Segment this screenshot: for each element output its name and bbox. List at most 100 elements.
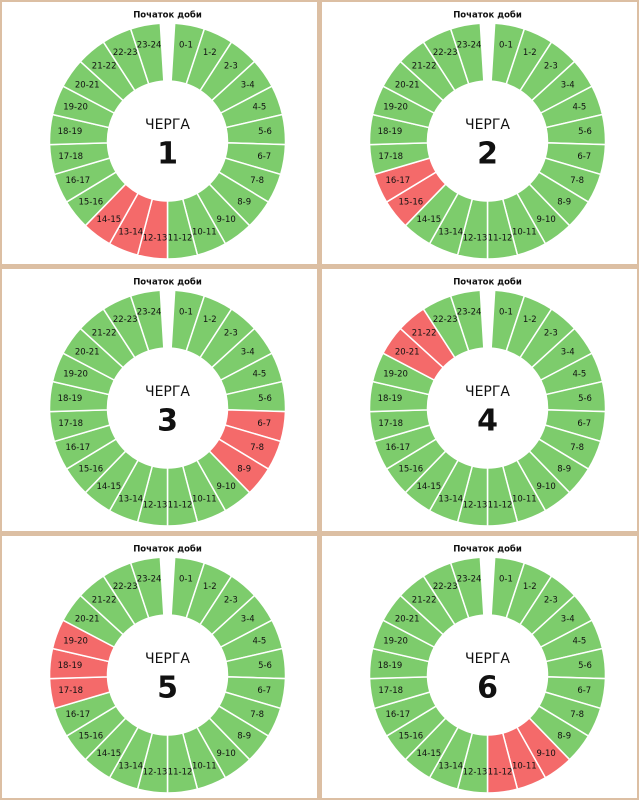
segment-label: 20-21: [395, 80, 420, 90]
segment-label: 10-11: [192, 761, 217, 771]
segment-label: 9-10: [217, 215, 236, 225]
segment-label: 12-13: [143, 768, 168, 778]
segment-label: 9-10: [537, 482, 556, 492]
segment: [129, 289, 165, 352]
segment-label: 7-8: [250, 176, 264, 186]
segment-label: 18-19: [58, 127, 83, 137]
segment-label: 1-2: [523, 582, 537, 592]
segment-label: 17-18: [58, 419, 83, 429]
segment-label: 23-24: [457, 40, 482, 50]
segment-label: 6-7: [577, 686, 591, 696]
segment-label: 20-21: [75, 614, 100, 624]
panel: Початок доби 0-1 1-2 2-33-4 4-5 5-6 6-7 7-8 8-99…: [322, 536, 637, 798]
segment-label: 12-13: [463, 768, 488, 778]
segment-label: 17-18: [58, 152, 83, 162]
segment-label: 15-16: [78, 732, 103, 742]
segment-label: 13-14: [118, 227, 143, 237]
segment-label: 2-3: [544, 329, 558, 339]
segment-label: 6-7: [257, 419, 271, 429]
segment-label: 12-13: [463, 501, 488, 511]
segment-label: 16-17: [65, 710, 90, 720]
segment-label: 13-14: [438, 494, 463, 504]
segment-label: 3-4: [241, 347, 255, 357]
start-label: Початок доби: [133, 544, 202, 555]
segment-label: 13-14: [118, 494, 143, 504]
segment-label: 2-3: [544, 62, 558, 72]
segment-label: 16-17: [385, 710, 410, 720]
segment-label: 6-7: [577, 152, 591, 162]
segment-label: 22-23: [113, 48, 138, 58]
segment: [129, 22, 165, 85]
segment: [449, 556, 485, 619]
segment-label: 9-10: [217, 482, 236, 492]
segment-label: 21-22: [412, 329, 437, 339]
segment-label: 7-8: [570, 176, 584, 186]
panel: Початок доби 0-1 1-2 2-33-4 4-5 5-6 6-7 7-8 8-99…: [322, 269, 637, 531]
panel: Початок доби 0-1 1-2 2-33-4 4-5 5-6 6-7 7-8 8-99…: [2, 269, 317, 531]
segment: [449, 289, 485, 352]
segment-label: 18-19: [378, 127, 403, 137]
queue-title: ЧЕРГА: [465, 384, 510, 400]
segment-label: 5-6: [258, 127, 272, 137]
segment-label: 5-6: [258, 661, 272, 671]
segment-label: 16-17: [385, 443, 410, 453]
segment-label: 18-19: [378, 661, 403, 671]
segment-label: 18-19: [58, 661, 83, 671]
panel: Початок доби 0-1 1-2 2-33-4 4-5 5-6 6-7 7-8 8-99…: [322, 2, 637, 264]
segment-label: 17-18: [378, 419, 403, 429]
segment-label: 18-19: [58, 394, 83, 404]
segment-label: 14-15: [96, 482, 121, 492]
segment-label: 11-12: [488, 501, 513, 511]
segment-label: 7-8: [250, 710, 264, 720]
segment-label: 16-17: [385, 176, 410, 186]
segment-label: 0-1: [179, 307, 193, 317]
segment-label: 2-3: [224, 62, 238, 72]
segment-label: 5-6: [258, 394, 272, 404]
segment-label: 20-21: [395, 614, 420, 624]
queue-number: 5: [157, 671, 178, 706]
queue-title: ЧЕРГА: [465, 117, 510, 133]
segment-label: 10-11: [192, 494, 217, 504]
segment-label: 20-21: [75, 80, 100, 90]
segment-label: 15-16: [78, 198, 103, 208]
segment-label: 17-18: [58, 686, 83, 696]
segment-label: 6-7: [257, 152, 271, 162]
segment-label: 5-6: [578, 661, 592, 671]
segment-label: 0-1: [499, 574, 513, 584]
start-label: Початок доби: [453, 10, 522, 21]
segment-label: 16-17: [65, 443, 90, 453]
segment-label: 10-11: [512, 494, 537, 504]
queue-title: ЧЕРГА: [145, 384, 190, 400]
segment-label: 11-12: [168, 768, 193, 778]
segment-label: 3-4: [241, 80, 255, 90]
segment-label: 8-9: [557, 732, 571, 742]
queue-number: 6: [477, 671, 498, 706]
segment-label: 10-11: [512, 227, 537, 237]
queue-title: ЧЕРГА: [465, 651, 510, 667]
segment-label: 1-2: [203, 582, 217, 592]
segment-label: 23-24: [137, 574, 162, 584]
segment-label: 8-9: [557, 465, 571, 475]
segment-label: 9-10: [537, 749, 556, 759]
segment-label: 15-16: [398, 732, 423, 742]
segment-label: 2-3: [544, 596, 558, 606]
queue-title: ЧЕРГА: [145, 117, 190, 133]
segment-label: 1-2: [203, 315, 217, 325]
segment-label: 23-24: [457, 574, 482, 584]
start-label: Початок доби: [133, 277, 202, 288]
segment-label: 13-14: [438, 227, 463, 237]
segment-label: 4-5: [252, 102, 266, 112]
segment-label: 14-15: [416, 749, 441, 759]
segment-label: 8-9: [237, 198, 251, 208]
segment-label: 14-15: [416, 482, 441, 492]
segment-label: 21-22: [92, 596, 117, 606]
segment-label: 22-23: [433, 315, 458, 325]
segment-label: 4-5: [252, 636, 266, 646]
panel: Початок доби 0-1 1-2 2-33-4 4-5 5-6 6-7 7-8 8-99…: [2, 536, 317, 798]
start-label: Початок доби: [453, 277, 522, 288]
segment: [449, 22, 485, 85]
segment-label: 11-12: [488, 234, 513, 244]
segment-label: 20-21: [395, 347, 420, 357]
segment-label: 14-15: [96, 215, 121, 225]
segment-label: 21-22: [92, 62, 117, 72]
